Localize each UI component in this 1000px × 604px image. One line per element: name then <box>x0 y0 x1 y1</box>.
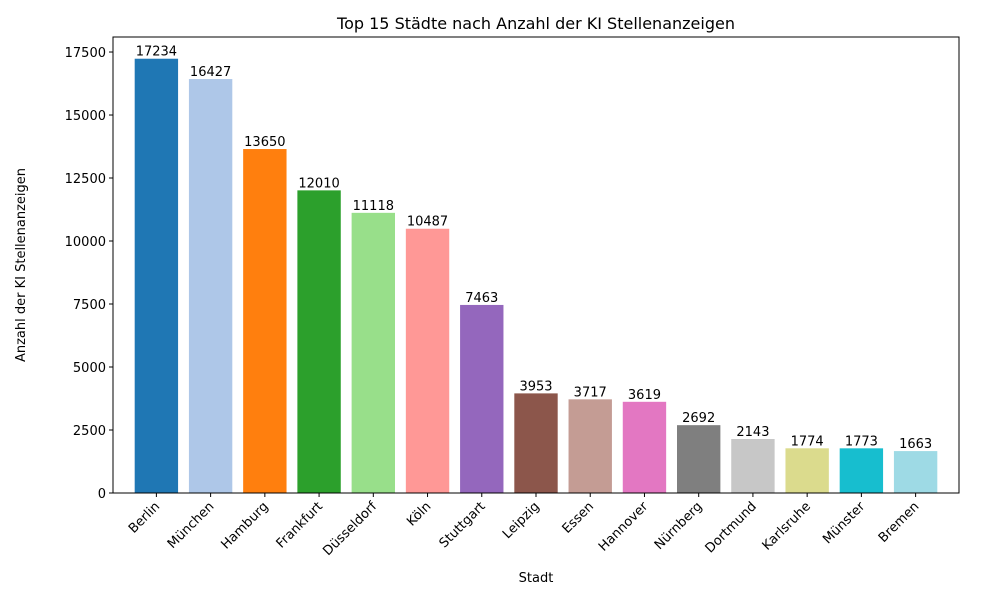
bar-hamburg <box>243 149 287 493</box>
y-tick-label: 7500 <box>73 298 106 313</box>
data-label: 11118 <box>353 199 394 214</box>
bar-bremen <box>893 451 938 493</box>
bar-münster <box>839 448 884 493</box>
data-label: 1774 <box>791 434 824 449</box>
y-axis-label: Anzahl der KI Stellenanzeigen <box>14 168 29 362</box>
data-label: 12010 <box>298 176 339 191</box>
bar-essen <box>568 399 612 493</box>
y-tick-label: 15000 <box>65 109 106 124</box>
data-label: 2692 <box>682 411 715 426</box>
data-label: 1773 <box>845 434 878 449</box>
bar-frankfurt <box>297 190 341 493</box>
y-tick-label: 10000 <box>65 235 106 250</box>
y-tick-label: 17500 <box>65 46 106 61</box>
data-label: 2143 <box>736 425 769 440</box>
data-label: 16427 <box>190 65 231 80</box>
data-label: 13650 <box>244 135 285 150</box>
bar-düsseldorf <box>351 212 395 493</box>
data-label: 1663 <box>899 437 932 452</box>
data-label: 7463 <box>465 291 498 306</box>
y-tick-label: 2500 <box>73 424 106 439</box>
bar-köln <box>405 228 450 494</box>
bar-münchen <box>188 79 233 493</box>
chart-title: Top 15 Städte nach Anzahl der KI Stellen… <box>336 14 735 33</box>
data-label: 3717 <box>574 385 607 400</box>
bar-leipzig <box>514 393 558 493</box>
data-label: 10487 <box>407 215 448 230</box>
plot-area <box>112 36 960 494</box>
y-tick-label: 0 <box>98 487 106 502</box>
bar-hannover <box>622 401 667 493</box>
y-tick-label: 12500 <box>65 172 106 187</box>
bar-dortmund <box>731 438 775 493</box>
data-label: 17234 <box>136 45 177 60</box>
data-label: 3619 <box>628 388 661 403</box>
data-label: 3953 <box>519 379 552 394</box>
bar-stuttgart <box>460 304 504 493</box>
bar-berlin <box>134 58 179 493</box>
bar-nürnberg <box>677 425 721 493</box>
x-axis-label: Stadt <box>519 571 554 586</box>
bar-karlsruhe <box>785 448 829 493</box>
y-tick-label: 5000 <box>73 361 106 376</box>
